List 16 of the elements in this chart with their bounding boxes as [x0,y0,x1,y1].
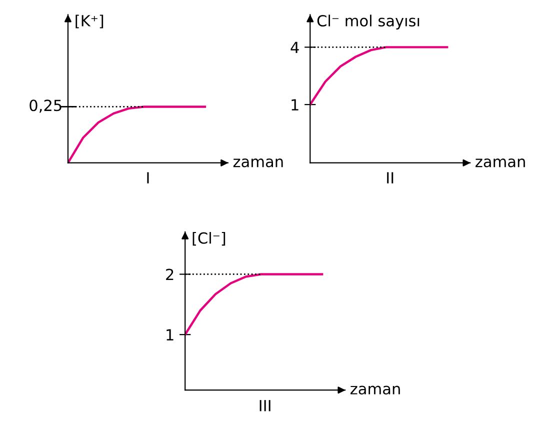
y-tick-label: 1 [292,99,298,110]
x-axis-title: zaman [476,158,525,168]
text: II [387,172,394,184]
text: 0,25 [30,100,62,113]
line-series [185,273,324,336]
y-axis-title: [K⁺] [76,14,104,28]
text: III [260,400,270,412]
y-tick-label: 2 [166,268,174,280]
text: I [147,172,149,184]
y-axis-title: Cl⁻ mol sayısı [317,14,420,30]
y-tick-label: 1 [166,329,174,340]
y-tick-label: 4 [290,42,299,53]
line-series [310,46,448,106]
y-axis-title: [Cl⁻] [192,232,226,246]
x-axis-title: zaman [233,158,283,168]
x-axis-title: zaman [350,386,400,395]
